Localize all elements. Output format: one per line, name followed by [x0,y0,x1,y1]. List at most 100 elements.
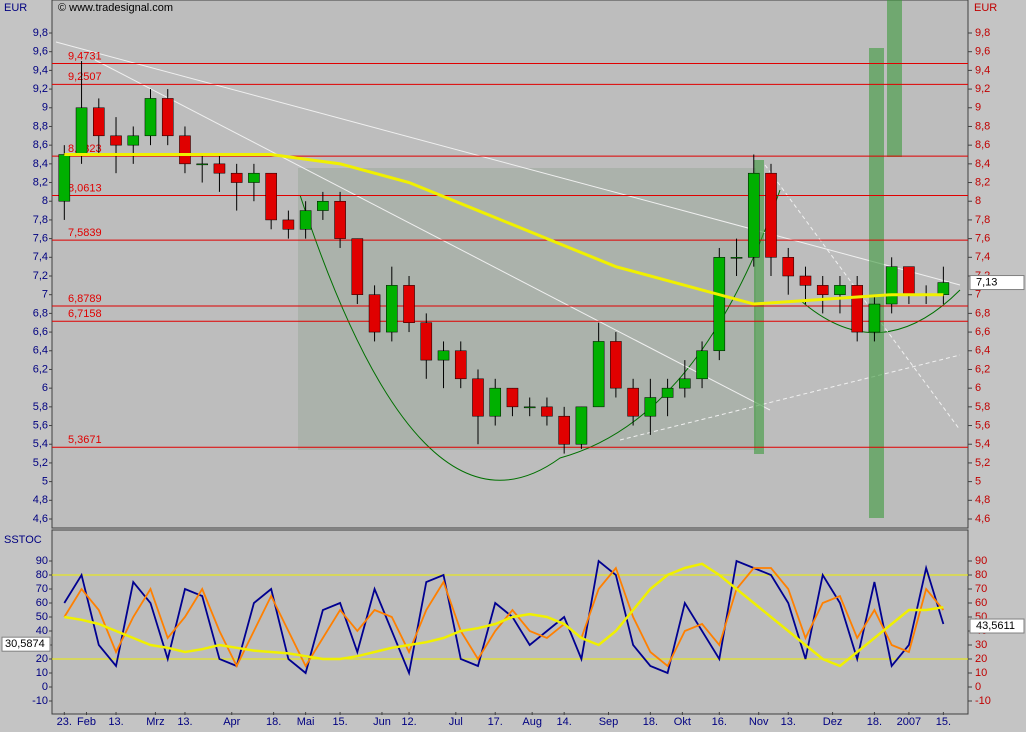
y-tick-label: 80 [975,569,987,581]
candle-body [885,266,898,305]
level-label: 9,2507 [68,71,102,83]
x-tick-label: Feb [77,716,96,728]
y-tick-label: 9,8 [975,27,990,39]
y-tick-label: 4,6 [975,513,990,525]
y-tick-label: 90 [975,555,987,567]
candle-body [75,107,88,155]
y-tick-label: 5,6 [975,419,990,431]
y-tick-label: 5 [42,476,48,488]
candle-body [506,387,519,408]
candle-body [230,172,243,183]
y-tick-label: 6 [42,382,48,394]
level-label: 7,5839 [68,227,102,239]
y-tick-label: 60 [975,597,987,609]
oscillator-line [63,559,945,677]
x-tick-label: 15. [332,716,347,728]
candle-body [368,294,381,333]
candle-body [610,341,622,389]
y-tick-label: 9,2 [33,83,48,95]
x-tick-label: Apr [223,716,240,728]
x-tick-label: 16. [712,716,727,728]
x-tick-label: Jul [449,716,463,728]
y-tick-label: -10 [32,695,48,707]
x-tick-label: 13. [108,716,123,728]
oscillator-panel [51,529,969,715]
y-tick-label: 5 [975,476,981,488]
y-tick-label: 0 [975,681,981,693]
candle-body [92,107,105,137]
y-tick-label: 90 [36,555,48,567]
y-tick-label: 4,8 [975,494,990,506]
y-tick-label: 70 [975,583,987,595]
y-tick-label: 9,2 [975,83,990,95]
candle-body [265,172,277,221]
y-tick-label: 6,4 [33,345,48,357]
y-tick-label: 7 [42,289,48,301]
y-tick-label: 6,2 [975,363,990,375]
x-tick-label: 2007 [897,716,921,728]
y-tick-label: 6,2 [33,363,48,375]
signal-bar [754,160,764,454]
y-tick-label: 6 [975,382,981,394]
y-tick-label: 5,4 [975,438,990,450]
candle-body [351,238,364,295]
x-tick-label: Okt [674,716,691,728]
source: © www.tradesignal.com [58,2,173,14]
candle-body [144,98,157,137]
y-tick-label: 4,6 [33,513,48,525]
x-tick-label: 15. [936,716,951,728]
candle-body [282,219,295,230]
candle-body [730,257,743,259]
x-tick-label: Aug [522,716,542,728]
y-tick-label: 7,4 [33,251,48,263]
x-tick-label: 13. [781,716,796,728]
y-tick-label: 20 [975,653,987,665]
y-tick-label: 9,4 [975,64,990,76]
candle-body [523,406,536,409]
candle-body [196,163,208,166]
candle-body [679,378,691,389]
x-tick-label: Sep [599,716,619,728]
candle-body [903,266,915,295]
y-tick-label: 8,2 [33,176,48,188]
candle-body [696,350,708,380]
candle-body [747,172,760,258]
candle-body [299,210,312,230]
candle-body [644,397,657,417]
left-value-box [1,636,51,652]
level-label: 8,0613 [68,182,102,194]
candle-body [661,387,674,398]
candle-body [558,415,570,445]
y-tick-label: 8,6 [33,139,48,151]
left-value-label: 30,5874 [5,638,45,650]
last-value-label: 7,13 [976,276,997,288]
candle-body [110,135,122,146]
candle-body [403,285,415,323]
candle-body [248,172,260,183]
x-tick-label: Dez [823,716,843,728]
candle-body [713,257,726,352]
y-tick-label: 30 [975,639,987,651]
moving-average [64,153,944,306]
last-value-box [969,618,1025,634]
y-tick-label: 6,6 [33,326,48,338]
y-tick-label: 9,8 [33,27,48,39]
y-tick-label: 8,2 [975,176,990,188]
y-tick-label: 5,6 [33,419,48,431]
x-tick-label: Mrz [146,716,164,728]
y-tick-label: 8,6 [975,139,990,151]
level-label: 6,8789 [68,293,102,305]
candle-body [592,341,605,408]
y-tick-label: 7,8 [975,214,990,226]
y-tick-label: 8,8 [33,120,48,132]
candle-body [799,275,812,286]
trend-line [94,59,771,411]
candle-body [782,257,795,277]
x-tick-label: Mai [297,716,315,728]
candle-body [127,135,140,146]
y-tick-label: 70 [36,583,48,595]
x-tick-label: 13. [177,716,192,728]
candle-body [179,135,191,165]
candle-body [816,285,829,295]
candle-body [575,406,588,445]
